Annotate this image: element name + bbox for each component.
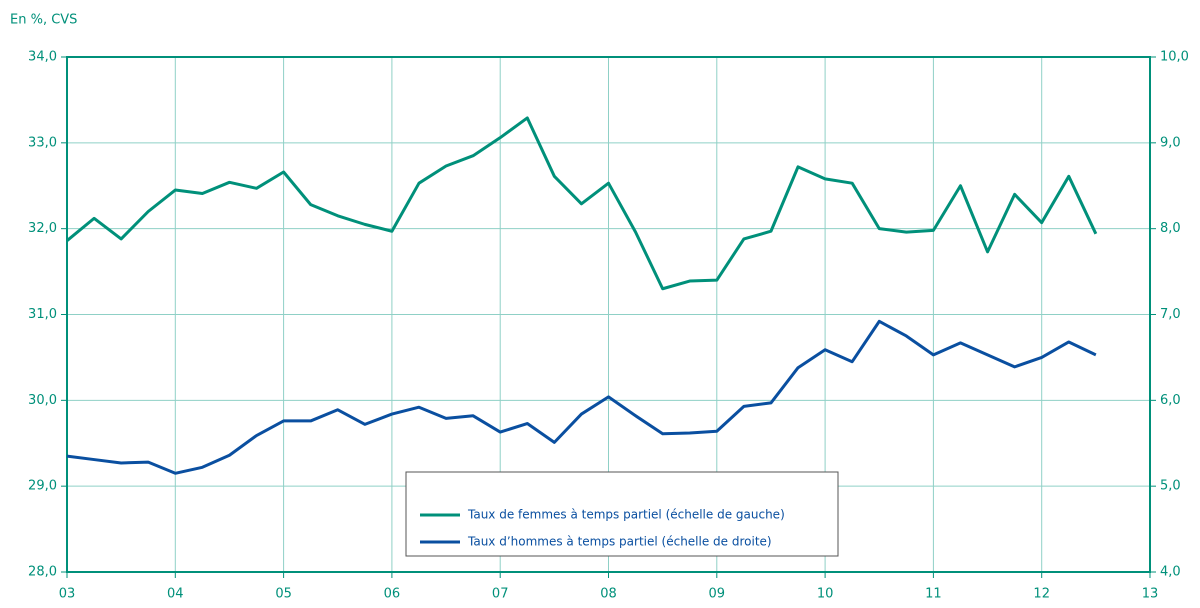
y-tick-label: 28,0 [28, 565, 57, 580]
x-tick-label: 06 [384, 587, 401, 602]
legend-label: Taux d’hommes à temps partiel (échelle d… [467, 535, 772, 549]
series-line [66, 319, 1097, 475]
y-tick-label: 34,0 [28, 50, 57, 65]
x-tick-label: 07 [492, 587, 509, 602]
y2-tick-label: 6,0 [1160, 393, 1181, 408]
y2-tick-label: 8,0 [1160, 221, 1181, 236]
x-tick-label: 10 [817, 587, 834, 602]
y-tick-label: 29,0 [28, 479, 57, 494]
unit-label: En %, CVS [10, 13, 77, 28]
y2-tick-label: 5,0 [1160, 479, 1181, 494]
plot-frame [66, 56, 1151, 573]
legend: Taux de femmes à temps partiel (échelle … [405, 471, 839, 557]
x-tick-label: 03 [59, 587, 76, 602]
y-tick-label: 33,0 [28, 135, 57, 150]
y2-tick-label: 4,0 [1160, 565, 1181, 580]
y-tick-label: 31,0 [28, 307, 57, 322]
legend-box [405, 471, 839, 557]
legend-label: Taux de femmes à temps partiel (échelle … [467, 508, 785, 522]
y2-tick-label: 7,0 [1160, 307, 1181, 322]
x-tick-label: 12 [1033, 587, 1050, 602]
x-tick-label: 13 [1142, 587, 1159, 602]
x-tick-label: 08 [600, 587, 617, 602]
y2-tick-label: 9,0 [1160, 135, 1181, 150]
series-line [66, 116, 1098, 291]
x-tick-label: 04 [167, 587, 184, 602]
y-tick-label: 30,0 [28, 393, 57, 408]
y2-tick-label: 10,0 [1160, 50, 1189, 65]
y-tick-label: 32,0 [28, 221, 57, 236]
x-tick-label: 11 [925, 587, 942, 602]
x-tick-label: 05 [275, 587, 292, 602]
x-tick-label: 09 [709, 587, 726, 602]
